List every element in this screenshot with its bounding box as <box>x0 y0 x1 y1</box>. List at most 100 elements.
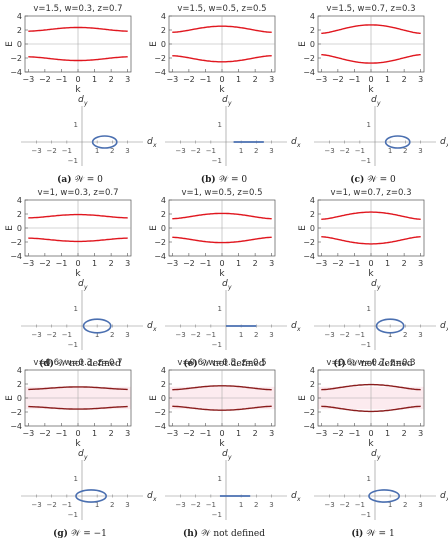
dx-tick-label: 3 <box>269 501 273 509</box>
panel-title: v=0.6, w=0.5, z=0.5 <box>177 358 266 368</box>
x-tick-label: 0 <box>368 259 373 268</box>
dy-tick-label: 1 <box>74 121 78 129</box>
dy-tick-label: 1 <box>367 475 371 483</box>
dy-tick-label: 1 <box>218 121 222 129</box>
x-tick-label: −1 <box>56 75 68 84</box>
x-tick-label: −1 <box>200 429 212 438</box>
panel-caption: (h) 𝒲 not defined <box>183 528 265 539</box>
x-tick-label: 3 <box>418 75 423 84</box>
x-tick-label: 2 <box>253 75 258 84</box>
x-tick-label: 3 <box>269 259 274 268</box>
x-tick-label: 1 <box>236 429 241 438</box>
caption-text: 𝒲 = 0 <box>219 175 248 185</box>
energy-branch-upper <box>172 212 272 220</box>
y-axis-label: E <box>5 395 15 401</box>
dx-label-sub: x <box>445 326 448 333</box>
dx-tick-label: 1 <box>388 501 392 509</box>
y-axis-label: E <box>5 41 15 47</box>
caption-letter: (i) <box>351 528 363 539</box>
panel-i: v=0.6, w=0.7, z=0.3 −4 −2 0 2 4 −3 −2 −1 0 1 2 3 Ek −3… <box>298 358 448 539</box>
x-axis-label: k <box>368 269 374 279</box>
energy-branch-lower <box>321 236 421 245</box>
x-tick-label: 3 <box>269 75 274 84</box>
x-tick-label: −3 <box>22 75 34 84</box>
x-tick-label: −1 <box>56 429 68 438</box>
energy-branch-lower <box>172 236 272 244</box>
y-tick-label: 4 <box>310 366 315 375</box>
energy-branch-lower <box>172 405 272 411</box>
caption-text: 𝒲 = 1 <box>366 529 394 539</box>
caption-text: 𝒲 = −1 <box>71 529 107 539</box>
y-tick-label: −2 <box>303 54 315 63</box>
caption-text: 𝒲 not defined <box>201 529 265 539</box>
y-tick-label: −2 <box>303 408 315 417</box>
dx-label-sub: x <box>152 496 157 503</box>
x-tick-label: −3 <box>22 259 34 268</box>
y-axis-label: E <box>298 395 308 401</box>
x-tick-label: 0 <box>219 259 224 268</box>
x-tick-label: 2 <box>402 75 407 84</box>
energy-branch-lower <box>28 56 128 62</box>
dx-label: d <box>291 491 297 501</box>
x-tick-label: 1 <box>236 75 241 84</box>
y-axis-label: E <box>298 225 308 231</box>
winding-curve <box>384 135 411 149</box>
dx-label: d <box>291 137 297 147</box>
x-tick-label: −1 <box>349 259 361 268</box>
dx-tick-label: −3 <box>31 147 41 155</box>
dx-label: d <box>291 321 297 331</box>
dx-label: d <box>147 137 153 147</box>
panel-d: v=1, w=0.3, z=0.7 −4 −2 0 2 4 −3 −2 −1 0 1 2 3 Ek −3 −2… <box>5 188 157 369</box>
energy-branch-lower <box>28 237 128 243</box>
dx-tick-label: 2 <box>254 331 258 339</box>
dy-tick-label: 1 <box>367 305 371 313</box>
panel-caption: (i) 𝒲 = 1 <box>351 528 394 539</box>
dx-tick-label: 1 <box>239 147 243 155</box>
x-tick-label: −2 <box>39 429 51 438</box>
x-tick-label: 3 <box>125 429 130 438</box>
x-tick-label: −3 <box>166 429 178 438</box>
dx-tick-label: 3 <box>418 501 422 509</box>
caption-letter: (c) <box>350 174 364 185</box>
panel-h: v=0.6, w=0.5, z=0.5 −4 −2 0 2 4 −3 −2 −1 0 1 2 3 Ek −3… <box>149 358 301 539</box>
dy-label: d <box>78 95 84 105</box>
y-tick-label: −4 <box>303 422 315 431</box>
dx-label-sub: x <box>152 326 157 333</box>
y-axis-label: E <box>5 225 15 231</box>
y-tick-label: 2 <box>161 380 166 389</box>
x-tick-label: −3 <box>166 75 178 84</box>
dy-label: d <box>78 279 84 289</box>
dy-label: d <box>371 279 377 289</box>
x-tick-label: −3 <box>22 429 34 438</box>
dx-tick-label: −1 <box>355 501 365 509</box>
x-axis-label: k <box>219 85 225 95</box>
dx-tick-label: −1 <box>206 501 216 509</box>
energy-branch-lower <box>28 405 128 410</box>
dy-label: d <box>222 95 228 105</box>
dx-tick-label: −2 <box>191 331 201 339</box>
x-tick-label: −1 <box>200 75 212 84</box>
y-tick-label: 2 <box>161 26 166 35</box>
dx-label-sub: x <box>296 142 301 149</box>
caption-letter: (d) <box>39 358 54 369</box>
dx-tick-label: 3 <box>418 147 422 155</box>
y-tick-label: −2 <box>154 408 166 417</box>
dy-tick-label: 1 <box>367 121 371 129</box>
caption-text: 𝒲 not defined <box>201 359 265 369</box>
y-axis-label: E <box>149 41 159 47</box>
dy-label-sub: y <box>376 454 381 461</box>
x-tick-label: 1 <box>385 75 390 84</box>
x-tick-label: −3 <box>166 259 178 268</box>
panel-title: v=1.5, w=0.7, z=0.3 <box>326 4 415 14</box>
dx-tick-label: 2 <box>110 331 114 339</box>
x-tick-label: 2 <box>109 75 114 84</box>
dx-tick-label: −2 <box>47 331 57 339</box>
x-tick-label: 1 <box>92 75 97 84</box>
caption-text: 𝒲 not defined <box>57 359 121 369</box>
panel-f: v=1, w=0.7, z=0.3 −4 −2 0 2 4 −3 −2 −1 0 1 2 3 Ek −3 −2… <box>298 188 448 369</box>
dy-tick-label: −1 <box>68 511 78 519</box>
dx-tick-label: 2 <box>254 501 258 509</box>
x-tick-label: −3 <box>315 259 327 268</box>
x-tick-label: −2 <box>183 259 195 268</box>
dx-tick-label: −2 <box>340 147 350 155</box>
